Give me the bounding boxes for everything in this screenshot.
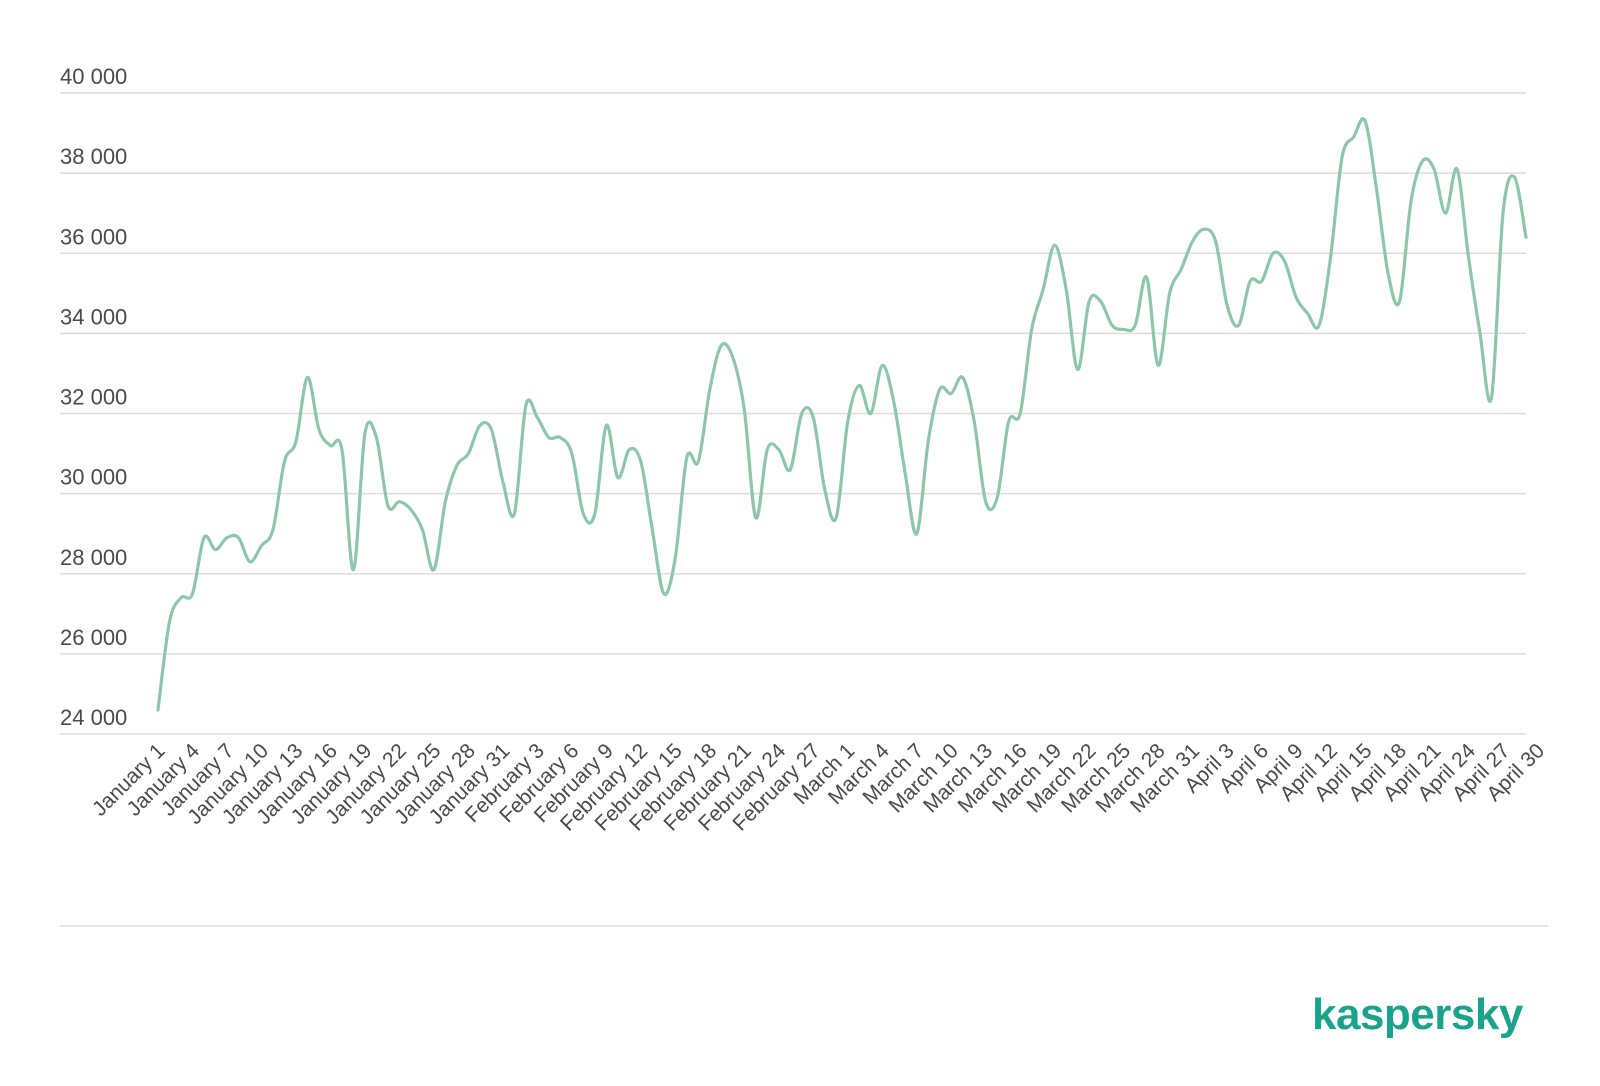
y-tick-label: 32 000 [60,385,127,410]
y-tick-label: 26 000 [60,625,127,650]
y-tick-label: 34 000 [60,304,127,329]
y-axis-ticks: 24 000 26 000 28 000 30 000 32 000 34 000 36 0… [60,64,127,730]
y-tick-label: 30 000 [60,465,127,490]
y-tick-label: 40 000 [60,64,127,89]
y-tick-label: 28 000 [60,545,127,570]
series-line [156,117,1528,712]
y-tick-label: 38 000 [60,144,127,169]
y-tick-label: 24 000 [60,705,127,730]
gridlines [60,92,1526,735]
kaspersky-logo: kaspersky [1312,990,1523,1039]
y-tick-label: 36 000 [60,224,127,249]
